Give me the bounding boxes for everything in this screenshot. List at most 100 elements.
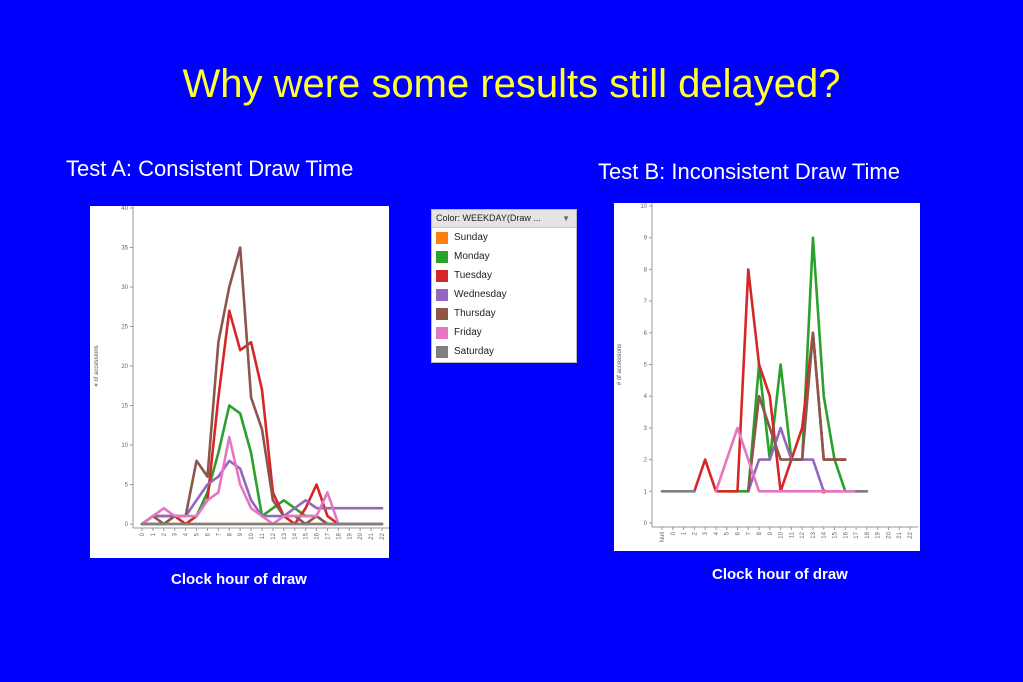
- legend-label: Sunday: [454, 232, 488, 243]
- x-tick-label: 11: [260, 532, 266, 539]
- chart-b-heading: Test B: Inconsistent Draw Time: [598, 159, 900, 184]
- legend-label: Tuesday: [454, 270, 492, 281]
- chart-a-heading: Test A: Consistent Draw Time: [66, 156, 354, 181]
- legend-label: Friday: [454, 327, 482, 338]
- x-tick-label: 9: [238, 532, 244, 536]
- chart-a-caption: Clock hour of draw: [171, 571, 307, 588]
- x-tick-label: 8: [757, 531, 763, 535]
- y-tick-label: 15: [121, 404, 128, 410]
- x-tick-label: 8: [227, 532, 233, 536]
- x-tick-label: 21: [897, 531, 903, 538]
- legend-swatch: [436, 307, 448, 320]
- legend-item-monday[interactable]: Monday: [432, 247, 576, 266]
- series-line-thursday: [746, 331, 847, 493]
- y-tick-label: 35: [121, 246, 128, 252]
- x-tick-label: 0: [140, 532, 146, 536]
- y-tick-label: 2: [644, 458, 648, 464]
- legend-swatch: [436, 288, 448, 301]
- y-tick-label: 7: [644, 299, 648, 305]
- legend-swatch: [436, 250, 448, 263]
- x-tick-label: 17: [325, 532, 331, 539]
- y-axis-title: # of accessions: [94, 345, 100, 386]
- legend-item-sunday[interactable]: Sunday: [432, 228, 576, 247]
- y-tick-label: 0: [125, 522, 129, 528]
- x-tick-label: 12: [271, 532, 277, 539]
- x-tick-label: 14: [293, 532, 299, 539]
- chart-b-panel: 0 1 2 3 4 5 6 7 8 9 10 Null 0 1 2 3 4 5 6 7 8 9 10 11 12 13 14 15 16…: [614, 203, 920, 551]
- chart-a-panel: 0 5 10 15 20 25 30 35 40 0 1 2 3 4 5 6 7 8 9 10 11 12 13 14 15 16…: [90, 206, 389, 558]
- x-tick-label: 15: [833, 531, 839, 538]
- y-tick-label: 20: [121, 364, 128, 370]
- series-line-monday: [140, 404, 384, 526]
- legend-label: Thursday: [454, 308, 496, 319]
- y-tick-label: 5: [125, 483, 129, 489]
- x-tick-label: 22: [380, 532, 386, 539]
- x-tick-label: 10: [249, 532, 255, 539]
- legend-swatch: [436, 231, 448, 244]
- y-tick-label: 6: [644, 331, 648, 337]
- chart-b-caption: Clock hour of draw: [712, 566, 848, 583]
- legend-item-wednesday[interactable]: Wednesday: [432, 285, 576, 304]
- legend-swatch: [436, 326, 448, 339]
- x-tick-label: 0: [671, 531, 677, 535]
- x-tick-label: 20: [358, 532, 364, 539]
- legend-label: Saturday: [454, 346, 495, 357]
- legend-item-tuesday[interactable]: Tuesday: [432, 266, 576, 285]
- x-tick-label: 3: [703, 531, 709, 535]
- series-line-friday: [714, 426, 869, 493]
- legend-label: Monday: [454, 251, 490, 262]
- x-tick-label: 13: [811, 531, 817, 538]
- x-tick-label: 5: [195, 532, 201, 536]
- x-tick-label: 19: [347, 532, 353, 539]
- x-tick-label: 19: [876, 531, 882, 538]
- x-tick-label: 4: [714, 531, 720, 535]
- x-tick-label: 4: [184, 532, 190, 536]
- x-tick-label: 5: [725, 531, 731, 535]
- x-tick-label: 18: [336, 532, 342, 539]
- series-line-tuesday: [140, 309, 384, 526]
- x-tick-label: 15: [304, 532, 310, 539]
- legend-item-friday[interactable]: Friday: [432, 323, 576, 342]
- legend-items: Sunday Monday Tuesday Wednesday Thursday Frid…: [432, 228, 576, 361]
- y-tick-label: 10: [121, 443, 128, 449]
- x-tick-label: 1: [151, 532, 157, 536]
- x-tick-label: 21: [369, 532, 375, 539]
- x-tick-label: Null: [660, 532, 666, 542]
- legend-header[interactable]: Color: WEEKDAY(Draw ... ▼: [432, 210, 576, 228]
- x-tick-label: 16: [315, 532, 321, 539]
- x-tick-label: 2: [692, 531, 698, 535]
- x-tick-label: 13: [282, 532, 288, 539]
- y-tick-label: 1: [644, 489, 648, 495]
- x-tick-label: 11: [789, 531, 795, 538]
- y-tick-label: 4: [644, 394, 648, 400]
- y-tick-label: 9: [644, 236, 648, 242]
- y-tick-label: 8: [644, 267, 648, 273]
- x-tick-label: 7: [216, 532, 222, 536]
- y-tick-label: 25: [121, 325, 128, 331]
- weekday-legend: Color: WEEKDAY(Draw ... ▼ Sunday Monday Tu…: [431, 209, 577, 363]
- y-tick-label: 5: [644, 363, 648, 369]
- x-tick-label: 20: [886, 531, 892, 538]
- x-tick-label: 10: [779, 531, 785, 538]
- legend-item-saturday[interactable]: Saturday: [432, 342, 576, 361]
- x-tick-label: 22: [908, 531, 914, 538]
- x-tick-label: 3: [173, 532, 179, 536]
- y-axis-title: # of accessions: [617, 344, 623, 385]
- y-tick-label: 10: [640, 204, 647, 210]
- legend-item-thursday[interactable]: Thursday: [432, 304, 576, 323]
- legend-title: Color: WEEKDAY(Draw ...: [436, 213, 541, 223]
- x-tick-label: 17: [854, 531, 860, 538]
- y-tick-label: 40: [121, 206, 128, 212]
- y-tick-label: 3: [644, 426, 648, 432]
- legend-swatch: [436, 345, 448, 358]
- slide-title: Why were some results still delayed?: [182, 62, 841, 106]
- y-tick-label: 0: [644, 521, 648, 527]
- x-tick-label: 18: [865, 531, 871, 538]
- x-tick-label: 9: [768, 531, 774, 535]
- x-tick-label: 12: [800, 531, 806, 538]
- legend-label: Wednesday: [454, 289, 507, 300]
- dropdown-arrow-icon[interactable]: ▼: [562, 214, 570, 223]
- x-tick-label: 7: [746, 531, 752, 535]
